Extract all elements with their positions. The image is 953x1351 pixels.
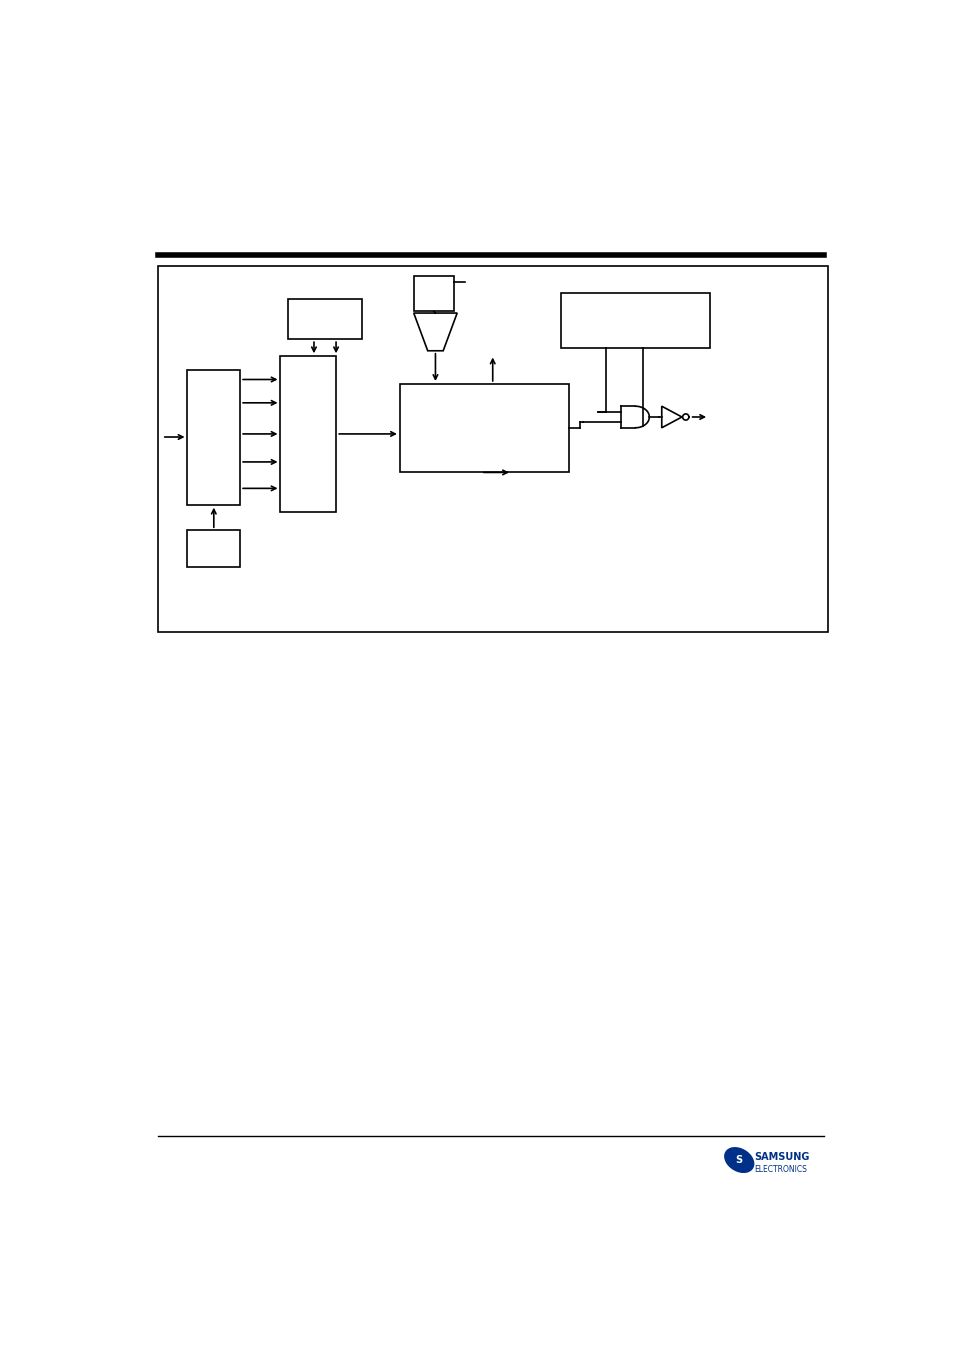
- Text: SAMSUNG: SAMSUNG: [754, 1152, 809, 1162]
- Bar: [560, 293, 709, 349]
- Text: ELECTRONICS: ELECTRONICS: [754, 1165, 807, 1174]
- Bar: [288, 299, 361, 339]
- Bar: [399, 384, 568, 473]
- Bar: [187, 530, 240, 567]
- Bar: [187, 370, 240, 505]
- Bar: [414, 276, 454, 312]
- Bar: [280, 357, 335, 512]
- Ellipse shape: [724, 1148, 753, 1173]
- Polygon shape: [661, 407, 681, 428]
- Bar: [158, 266, 827, 632]
- Polygon shape: [414, 313, 456, 351]
- Text: S: S: [735, 1155, 742, 1165]
